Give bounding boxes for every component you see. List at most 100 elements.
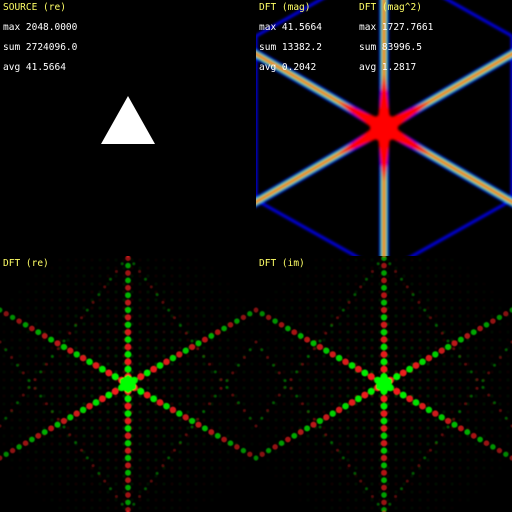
background-dot	[298, 450, 302, 454]
background-dot	[162, 378, 166, 382]
background-dot	[130, 394, 134, 398]
background-dot	[66, 394, 70, 398]
background-dot	[290, 458, 294, 462]
background-dot	[106, 410, 110, 414]
background-dot	[458, 434, 462, 438]
background-dot	[482, 434, 486, 438]
background-dot	[106, 322, 110, 326]
background-dot	[58, 314, 62, 318]
background-dot	[90, 314, 94, 318]
background-dot	[66, 466, 70, 470]
background-dot	[458, 466, 462, 470]
alias-dot	[493, 401, 496, 405]
source-image	[101, 96, 155, 144]
background-dot	[106, 442, 110, 446]
alias-dot	[382, 256, 386, 258]
background-dot	[282, 482, 285, 485]
background-dot	[98, 458, 102, 462]
background-dot	[418, 490, 422, 494]
background-dot	[146, 474, 150, 478]
alias-dot	[464, 402, 467, 406]
background-dot	[2, 370, 6, 374]
alias-dot	[376, 262, 380, 266]
background-dot	[330, 474, 334, 478]
background-dot	[226, 426, 230, 430]
spoke-dot	[240, 314, 247, 321]
background-dot	[218, 466, 222, 470]
background-dot	[114, 506, 118, 510]
alias-dot	[504, 348, 508, 352]
background-dot	[450, 466, 454, 470]
spoke-dot	[380, 440, 388, 447]
background-dot	[18, 474, 21, 477]
background-dot	[354, 306, 358, 310]
background-dot	[242, 370, 246, 374]
alias-dot	[231, 371, 235, 375]
background-dot	[282, 362, 286, 366]
spoke-dot	[477, 325, 483, 332]
background-dot	[178, 274, 182, 278]
alias-dot	[109, 487, 112, 491]
background-dot	[338, 370, 342, 374]
spoke-dot	[125, 477, 131, 484]
background-dot	[186, 370, 190, 374]
background-dot	[314, 498, 317, 501]
background-dot	[50, 442, 54, 446]
spoke-dot	[259, 311, 265, 317]
background-dot	[178, 282, 182, 286]
background-dot	[226, 450, 230, 454]
background-dot	[354, 498, 358, 502]
background-dot	[298, 402, 302, 406]
background-dot	[346, 370, 350, 374]
background-dot	[154, 386, 158, 390]
background-dot	[162, 330, 166, 334]
background-dot	[114, 490, 118, 494]
spoke-dot	[124, 365, 132, 373]
background-dot	[418, 298, 422, 302]
alias-dot	[370, 270, 374, 273]
background-dot	[466, 458, 470, 462]
background-dot	[146, 490, 150, 494]
spoke-dot	[393, 387, 401, 395]
background-dot	[98, 298, 102, 302]
background-dot	[482, 330, 486, 334]
background-dot	[506, 394, 510, 398]
background-dot	[274, 298, 277, 301]
background-dot	[74, 314, 78, 318]
background-dot	[74, 290, 78, 294]
background-dot	[26, 346, 30, 350]
spoke-dot	[79, 406, 87, 414]
background-dot	[338, 434, 342, 438]
spoke-dot	[503, 451, 509, 457]
spoke-dot	[483, 322, 490, 328]
background-dot	[42, 458, 46, 462]
background-dot	[106, 450, 110, 454]
background-dot	[458, 314, 462, 318]
alias-dot	[266, 356, 270, 359]
background-dot	[58, 458, 62, 462]
background-dot	[130, 274, 134, 278]
background-dot	[162, 314, 166, 318]
background-dot	[370, 346, 374, 350]
background-dot	[410, 258, 413, 261]
background-dot	[34, 322, 38, 326]
background-dot	[442, 466, 446, 470]
background-dot	[98, 498, 102, 502]
background-dot	[138, 370, 142, 374]
background-dot	[450, 298, 454, 302]
spoke-dot	[208, 429, 215, 436]
background-dot	[210, 266, 213, 269]
background-dot	[218, 426, 222, 430]
background-dot	[378, 506, 382, 510]
background-dot	[26, 434, 30, 438]
spoke-dot	[73, 410, 80, 417]
background-dot	[234, 362, 238, 366]
background-dot	[426, 306, 430, 310]
background-dot	[458, 490, 461, 493]
background-dot	[442, 258, 445, 261]
background-dot	[98, 258, 101, 261]
background-dot	[130, 330, 134, 334]
background-dot	[394, 506, 398, 510]
background-dot	[418, 370, 422, 374]
background-dot	[162, 338, 166, 342]
